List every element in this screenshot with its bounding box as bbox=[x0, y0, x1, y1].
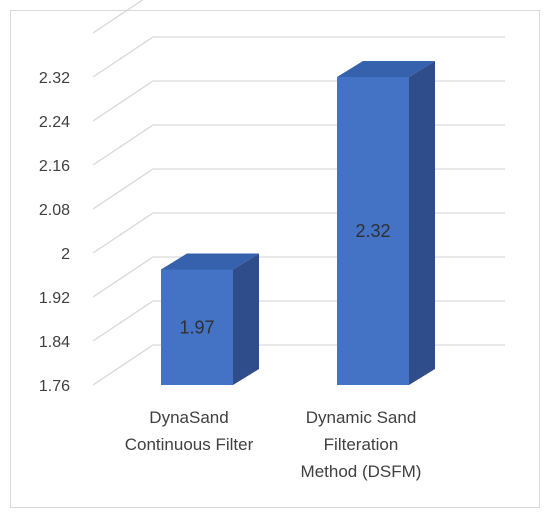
gridline bbox=[92, 344, 505, 386]
gridline bbox=[92, 0, 144, 34]
gridline bbox=[92, 36, 505, 78]
bar-top bbox=[161, 253, 259, 270]
category-label: Filteration bbox=[324, 435, 399, 454]
bar-top bbox=[337, 61, 435, 77]
y-tick-label: 2.24 bbox=[39, 114, 70, 131]
bar-2 bbox=[337, 61, 435, 385]
y-tick-label: 1.84 bbox=[39, 334, 70, 351]
y-tick-label: 1.92 bbox=[39, 290, 70, 307]
y-tick-label: 1.76 bbox=[39, 378, 70, 395]
y-tick-label: 2 bbox=[61, 246, 70, 263]
data-label: 2.32 bbox=[355, 221, 390, 241]
y-tick-label: 2.16 bbox=[39, 158, 70, 175]
category-label: Dynamic Sand bbox=[306, 408, 417, 427]
chart-area bbox=[10, 10, 540, 508]
bar-side bbox=[409, 61, 435, 385]
data-labels: 1.97 2.32 bbox=[179, 221, 390, 337]
category-label: Method (DSFM) bbox=[301, 462, 422, 481]
y-axis-ticks: 1.76 1.84 1.92 2 2.08 2.16 2.24 2.32 bbox=[39, 70, 70, 395]
bar-front bbox=[161, 269, 233, 385]
bar-1 bbox=[161, 253, 259, 385]
gridline bbox=[92, 212, 505, 254]
bars bbox=[161, 61, 435, 385]
gridline bbox=[92, 80, 505, 122]
bar-front bbox=[337, 77, 409, 385]
x-axis-categories: DynaSand Continuous Filter Dynamic Sand Fil… bbox=[125, 408, 422, 481]
y-tick-label: 2.32 bbox=[39, 70, 70, 87]
category-label: Continuous Filter bbox=[125, 435, 254, 454]
bar-side bbox=[233, 253, 259, 385]
gridline bbox=[92, 168, 505, 210]
category-label: DynaSand bbox=[149, 408, 228, 427]
gridline bbox=[92, 256, 505, 298]
gridline bbox=[92, 124, 505, 166]
y-tick-label: 2.08 bbox=[39, 202, 70, 219]
gridline bbox=[92, 300, 505, 342]
data-label: 1.97 bbox=[179, 317, 214, 337]
gridlines bbox=[92, 0, 505, 386]
